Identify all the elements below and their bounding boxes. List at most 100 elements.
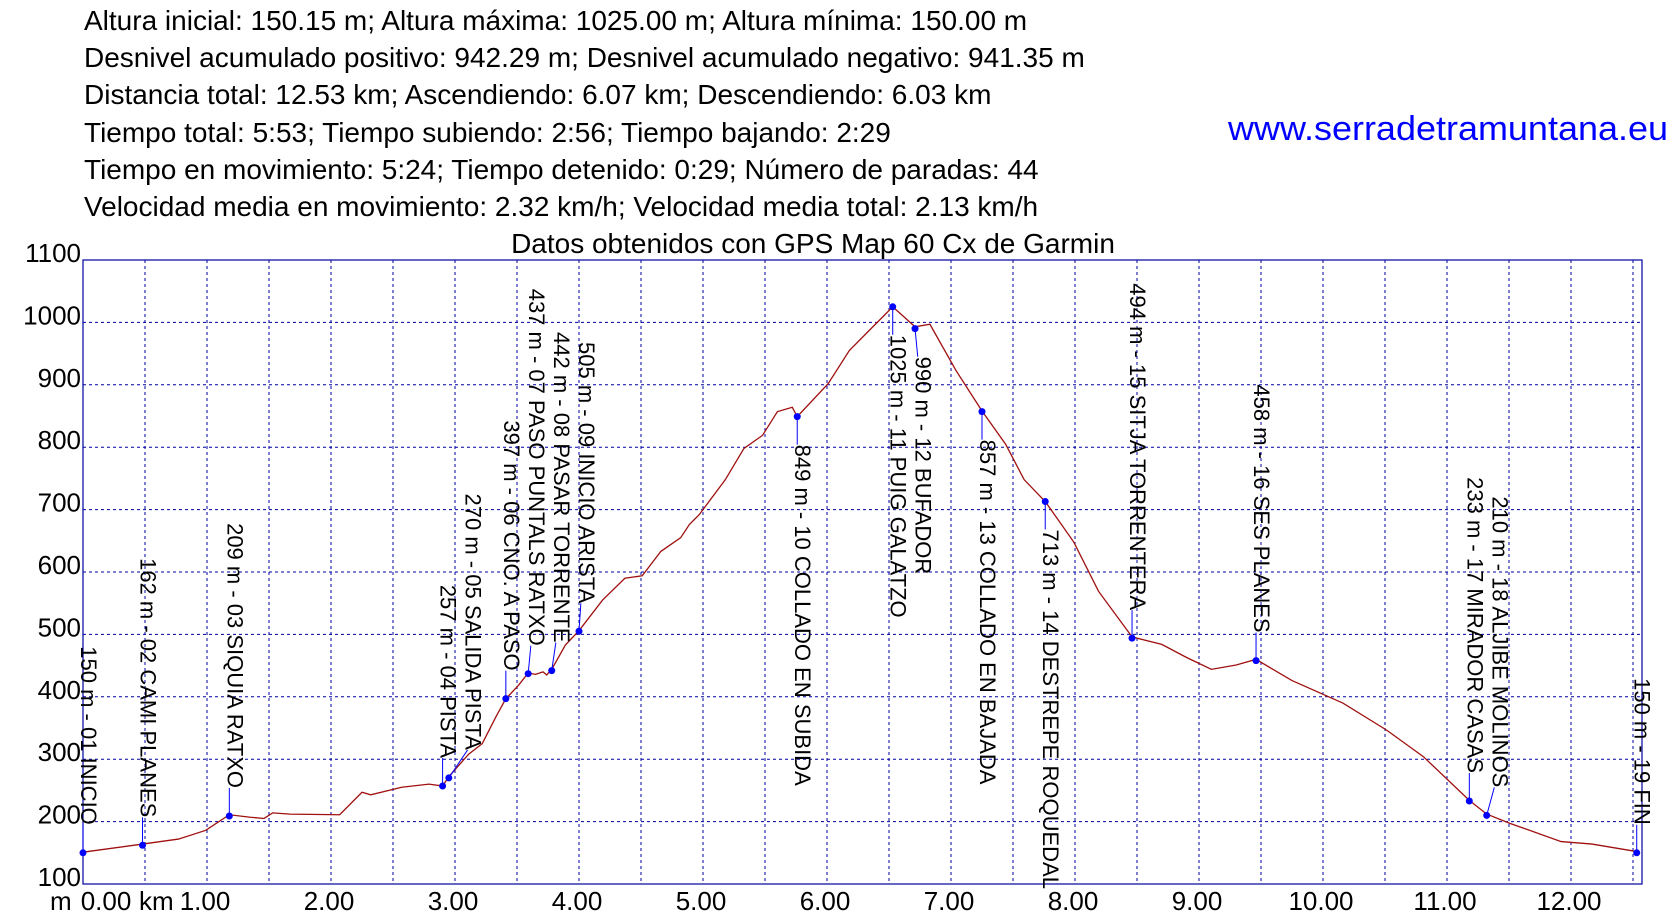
waypoint-marker xyxy=(889,303,897,311)
elevation-profile-line xyxy=(82,305,1637,853)
waypoint: 458 m - 16 SES PLANES xyxy=(1249,384,1274,665)
waypoint-marker xyxy=(1128,634,1136,642)
x-tick-label: 11.00 xyxy=(1413,886,1476,916)
x-tick-label: 3.00 xyxy=(428,886,479,916)
stats-line-gain-loss: Desnivel acumulado positivo: 942.29 m; D… xyxy=(84,42,1085,74)
waypoint-label: 437 m - 07 PASO PUNTALS RATXO xyxy=(524,289,549,646)
x-axis-ticks: 0.00 1.00 2.00 3.00 4.00 5.00 6.00 7.00 8.00 9.00… xyxy=(81,886,1602,916)
waypoint-label: 209 m - 03 SIQUIA RATXO xyxy=(222,523,247,788)
waypoint: 397 m - 06 CNO. A PASO xyxy=(499,420,524,703)
y-tick-label: 900 xyxy=(38,363,81,393)
grid xyxy=(83,260,1642,884)
waypoint: 1025 m - 11 PUIG GALATZO xyxy=(886,303,911,618)
y-tick-label: 1000 xyxy=(23,300,81,330)
waypoint-marker xyxy=(445,774,453,782)
waypoint: 162 m - 02 CAMI PLANES xyxy=(136,558,161,849)
y-axis-unit: m xyxy=(50,886,72,916)
x-axis-unit: km xyxy=(139,886,174,916)
y-tick-label: 500 xyxy=(38,612,81,642)
waypoint: 210 m - 18 ALJIBE MOLINOS xyxy=(1483,496,1512,819)
x-tick-label: 0.00 xyxy=(81,886,132,916)
waypoint-marker xyxy=(911,325,919,333)
y-tick-label: 800 xyxy=(38,425,81,455)
x-tick-label: 4.00 xyxy=(552,886,603,916)
x-tick-label: 6.00 xyxy=(800,886,851,916)
x-tick-label: 5.00 xyxy=(676,886,727,916)
waypoint-leader-line xyxy=(551,642,557,671)
waypoint-label: 1025 m - 11 PUIG GALATZO xyxy=(886,335,911,618)
waypoint: 150 m - 01 INICIO xyxy=(76,646,101,857)
stats-line-distance: Distancia total: 12.53 km; Ascendiendo: … xyxy=(84,79,992,111)
waypoint-label: 233 m - 17 MIRADOR CASAS xyxy=(1462,477,1487,773)
waypoint: 442 m - 08 PASAR TORRENTE xyxy=(548,332,574,675)
waypoint-marker xyxy=(978,408,986,416)
waypoint-leader-line xyxy=(1486,787,1495,816)
stats-line-time: Tiempo total: 5:53; Tiempo subiendo: 2:5… xyxy=(84,116,891,148)
waypoint-label: 270 m - 05 SALIDA PISTA xyxy=(461,494,486,751)
waypoint: 713 m - 14 DESTREPE ROQUEDAL xyxy=(1038,497,1063,889)
waypoint-marker xyxy=(575,627,583,635)
y-tick-label: 300 xyxy=(38,737,81,767)
waypoint: 209 m - 03 SIQUIA RATXO xyxy=(222,523,247,820)
waypoint-label: 162 m - 02 CAMI PLANES xyxy=(136,558,161,817)
waypoint-label: 397 m - 06 CNO. A PASO xyxy=(499,420,524,670)
waypoint: 437 m - 07 PASO PUNTALS RATXO xyxy=(524,289,549,678)
x-tick-label: 9.00 xyxy=(1172,886,1223,916)
waypoints: 150 m - 01 INICIO 162 m - 02 CAMI PLANES 2… xyxy=(76,283,1655,889)
waypoint-label: 442 m - 08 PASAR TORRENTE xyxy=(549,332,574,643)
waypoint-label: 857 m - 13 COLLADO EN BAJADA xyxy=(975,440,1000,785)
waypoint-leader-line xyxy=(914,328,919,357)
waypoint-label: 494 m - 15 SITJA TORRENTERA xyxy=(1125,283,1150,610)
waypoint-marker xyxy=(793,413,801,421)
chart-title: Datos obtenidos con GPS Map 60 Cx de Gar… xyxy=(511,228,1115,259)
x-tick-label: 10.00 xyxy=(1288,886,1353,916)
waypoint-marker xyxy=(1465,797,1473,805)
y-tick-label: 400 xyxy=(38,675,81,705)
waypoint-marker xyxy=(1252,657,1260,665)
x-tick-label: 7.00 xyxy=(924,886,975,916)
waypoint-marker xyxy=(79,849,87,857)
y-tick-label: 700 xyxy=(38,488,81,518)
x-tick-label: 1.00 xyxy=(180,886,231,916)
plot-frame xyxy=(82,259,1643,885)
waypoint-marker xyxy=(548,667,556,675)
waypoint-marker xyxy=(502,695,510,703)
waypoint: 494 m - 15 SITJA TORRENTERA xyxy=(1125,283,1150,642)
waypoint: 257 m - 04 PISTA xyxy=(436,585,461,790)
y-axis-ticks: 100 200 300 400 500 600 700 800 900 1000 1100 xyxy=(23,238,81,892)
waypoint: 233 m - 17 MIRADOR CASAS xyxy=(1462,477,1487,805)
waypoint-label: 458 m - 16 SES PLANES xyxy=(1249,384,1274,632)
y-tick-label: 1100 xyxy=(25,238,81,268)
waypoint-marker xyxy=(139,841,147,849)
waypoint-label: 150 m - 19 FIN xyxy=(1630,678,1655,825)
waypoint-label: 150 m - 01 INICIO xyxy=(76,646,101,825)
route-statistics: Altura inicial: 150.15 m; Altura máxima:… xyxy=(84,2,1085,225)
waypoint: 990 m - 12 BUFADOR xyxy=(911,325,936,574)
waypoint: 270 m - 05 SALIDA PISTA xyxy=(445,494,486,782)
waypoint: 857 m - 13 COLLADO EN BAJADA xyxy=(975,408,1000,785)
waypoint-label: 257 m - 04 PISTA xyxy=(436,585,461,759)
waypoint-marker xyxy=(225,812,233,820)
x-tick-label: 8.00 xyxy=(1048,886,1099,916)
waypoint-label: 713 m - 14 DESTREPE ROQUEDAL xyxy=(1038,529,1063,888)
stats-line-speed: Velocidad media en movimiento: 2.32 km/h… xyxy=(84,191,1039,223)
y-tick-label: 200 xyxy=(38,800,81,830)
waypoint: 505 m - 09 INICIO ARISTA xyxy=(574,342,599,635)
waypoint: 849 m - 10 COLLADO EN SUBIDA xyxy=(790,413,815,786)
waypoint: 150 m - 19 FIN xyxy=(1630,678,1655,857)
waypoint-marker xyxy=(1041,497,1049,505)
waypoint-leader-line xyxy=(578,603,582,632)
y-tick-label: 100 xyxy=(38,862,81,892)
x-tick-label: 12.00 xyxy=(1536,886,1601,916)
y-tick-label: 600 xyxy=(38,550,81,580)
watermark: www.serradetramuntana.eu xyxy=(1227,110,1668,148)
x-tick-label: 2.00 xyxy=(304,886,355,916)
waypoint-leader-line xyxy=(448,749,469,779)
waypoint-marker xyxy=(439,782,447,790)
waypoint-label: 990 m - 12 BUFADOR xyxy=(911,357,936,575)
stats-line-elevation: Altura inicial: 150.15 m; Altura máxima:… xyxy=(84,5,1028,36)
waypoint-marker xyxy=(1633,849,1641,857)
stats-line-moving-time: Tiempo en movimiento: 5:24; Tiempo deten… xyxy=(84,153,1039,185)
waypoint-label: 849 m - 10 COLLADO EN SUBIDA xyxy=(790,445,815,786)
